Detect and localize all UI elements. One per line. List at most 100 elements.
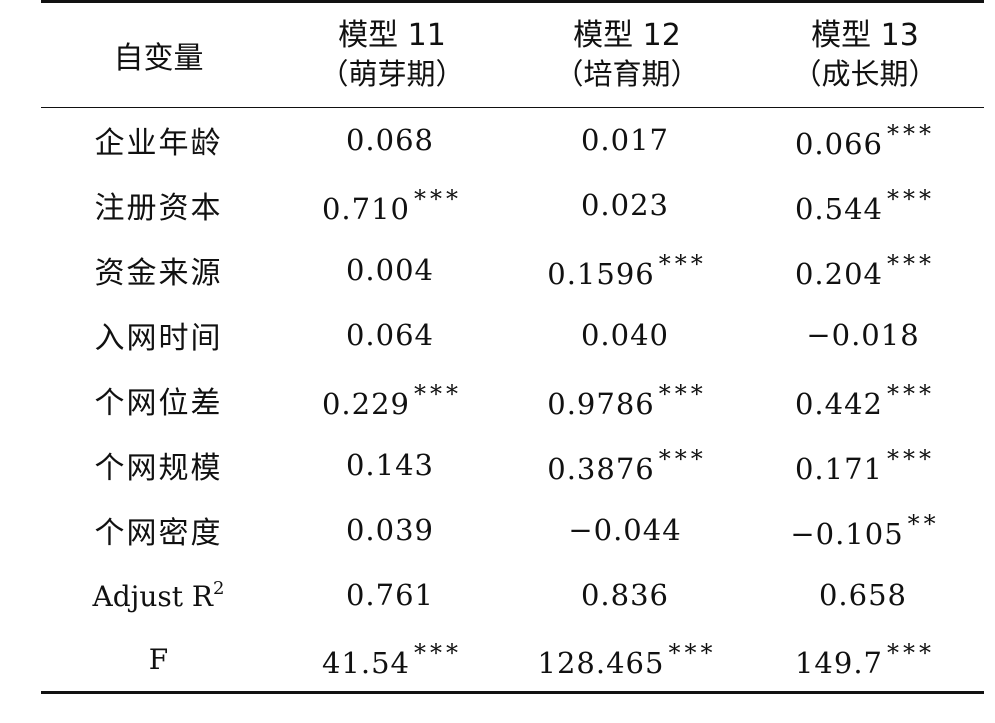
- table-row: 注册资本 0.710 *** 0.023 0.544 ***: [41, 173, 984, 238]
- table-row: 个网规模 0.143 0.3876 *** 0.171 ***: [41, 433, 984, 498]
- significance-stars: **: [907, 509, 940, 538]
- table-header-row: 自变量 模型 11 （萌芽期） 模型 12 （培育期） 模型 13 （成长期）: [41, 1, 984, 108]
- significance-stars: ***: [668, 638, 717, 667]
- coefficient: 0.658: [818, 578, 908, 612]
- cell-value: 0.017: [508, 108, 746, 173]
- header-model-1-stage: （萌芽期）: [319, 57, 465, 91]
- row-label: F: [148, 642, 169, 676]
- coefficient: 0.204: [794, 256, 884, 291]
- coefficient: 0.017: [580, 123, 670, 158]
- significance-stars: ***: [887, 249, 936, 278]
- table-row: 个网位差 0.229 *** 0.9786 *** 0.442 ***: [41, 368, 984, 433]
- cell-value: 0.544 ***: [746, 173, 984, 238]
- coefficient: 0.064: [345, 318, 435, 352]
- header-model-2-stage: （培育期）: [554, 57, 700, 91]
- coefficient: 0.068: [345, 123, 435, 158]
- coefficient: 0.004: [345, 253, 435, 287]
- cell-value: 0.039: [276, 498, 508, 563]
- cell-value: 0.066 ***: [746, 108, 984, 173]
- coefficient: 0.9786: [547, 386, 655, 421]
- significance-stars: ***: [414, 638, 463, 667]
- row-label: 个网密度: [94, 516, 223, 551]
- header-model-3: 模型 13 （成长期）: [746, 2, 984, 108]
- coefficient: 0.023: [580, 188, 670, 222]
- cell-value: 0.171 ***: [746, 433, 984, 498]
- header-model-2: 模型 12 （培育期）: [508, 2, 746, 108]
- coefficient: 0.544: [794, 191, 884, 226]
- cell-value: 0.068: [276, 108, 508, 173]
- regression-results-table: 自变量 模型 11 （萌芽期） 模型 12 （培育期） 模型 13 （成长期） …: [41, 0, 984, 694]
- header-variable: 自变量: [41, 2, 276, 108]
- coefficient: 0.040: [580, 318, 670, 352]
- coefficient: −0.018: [806, 318, 920, 352]
- header-model-1-name: 模型 11: [338, 18, 446, 53]
- significance-stars: ***: [887, 444, 936, 473]
- header-variable-label: 自变量: [113, 41, 204, 76]
- cell-value: 0.1596 ***: [508, 238, 746, 303]
- row-label-text: Adjust R: [92, 579, 213, 613]
- table-row: 资金来源 0.004 0.1596 *** 0.204 ***: [41, 238, 984, 303]
- significance-stars: ***: [887, 184, 936, 213]
- row-label: 注册资本: [94, 191, 223, 226]
- significance-stars: ***: [658, 444, 707, 473]
- significance-stars: ***: [887, 119, 936, 148]
- header-model-1: 模型 11 （萌芽期）: [276, 2, 508, 108]
- coefficient: 0.229: [321, 386, 411, 421]
- cell-value: 0.710 ***: [276, 173, 508, 238]
- row-label: 入网时间: [94, 321, 223, 356]
- table-row: 入网时间 0.064 0.040 −0.018: [41, 303, 984, 368]
- header-model-2-name: 模型 12: [573, 18, 681, 53]
- row-label: 个网位差: [94, 386, 223, 421]
- coefficient: 0.066: [794, 126, 884, 161]
- coefficient: 128.465: [537, 645, 665, 680]
- table-row: 个网密度 0.039 −0.044 −0.105 **: [41, 498, 984, 563]
- cell-value: 0.023: [508, 173, 746, 238]
- cell-value: −0.018: [746, 303, 984, 368]
- cell-value: 0.442 ***: [746, 368, 984, 433]
- cell-value: −0.044: [508, 498, 746, 563]
- row-label: 个网规模: [94, 451, 223, 486]
- coefficient: 0.1596: [547, 256, 655, 291]
- row-label: Adjust R2: [41, 563, 276, 628]
- cell-value: 41.54 ***: [276, 628, 508, 693]
- significance-stars: ***: [414, 379, 463, 408]
- table-row: 企业年龄 0.068 0.017 0.066 ***: [41, 108, 984, 173]
- cell-value: 0.761: [276, 563, 508, 628]
- coefficient: 0.171: [794, 451, 884, 486]
- table-row: Adjust R2 0.761 0.836 0.658: [41, 563, 984, 628]
- cell-value: 149.7 ***: [746, 628, 984, 693]
- row-label: 资金来源: [94, 256, 223, 291]
- coefficient: 0.039: [345, 513, 435, 547]
- coefficient: 0.761: [345, 578, 435, 612]
- significance-stars: ***: [414, 184, 463, 213]
- coefficient: 0.3876: [547, 451, 655, 486]
- regression-table-container: 自变量 模型 11 （萌芽期） 模型 12 （培育期） 模型 13 （成长期） …: [41, 0, 984, 694]
- significance-stars: ***: [887, 638, 936, 667]
- coefficient: −0.044: [568, 513, 682, 547]
- cell-value: 0.3876 ***: [508, 433, 746, 498]
- coefficient: 0.143: [345, 448, 435, 482]
- coefficient: −0.105: [790, 516, 904, 551]
- cell-value: 0.040: [508, 303, 746, 368]
- significance-stars: ***: [658, 249, 707, 278]
- coefficient: 0.836: [580, 578, 670, 612]
- table-row: F 41.54 *** 128.465 *** 149.7 ***: [41, 628, 984, 693]
- cell-value: 0.9786 ***: [508, 368, 746, 433]
- cell-value: 0.658: [746, 563, 984, 628]
- cell-value: 0.836: [508, 563, 746, 628]
- cell-value: 0.143: [276, 433, 508, 498]
- cell-value: 0.229 ***: [276, 368, 508, 433]
- coefficient: 149.7: [794, 645, 884, 680]
- cell-value: 0.064: [276, 303, 508, 368]
- header-model-3-stage: （成长期）: [792, 57, 938, 91]
- coefficient: 0.442: [794, 386, 884, 421]
- header-model-3-name: 模型 13: [811, 18, 919, 53]
- cell-value: −0.105 **: [746, 498, 984, 563]
- row-label-superscript: 2: [213, 577, 225, 599]
- significance-stars: ***: [658, 379, 707, 408]
- cell-value: 0.004: [276, 238, 508, 303]
- significance-stars: ***: [887, 379, 936, 408]
- coefficient: 0.710: [321, 191, 411, 226]
- cell-value: 0.204 ***: [746, 238, 984, 303]
- coefficient: 41.54: [321, 645, 411, 680]
